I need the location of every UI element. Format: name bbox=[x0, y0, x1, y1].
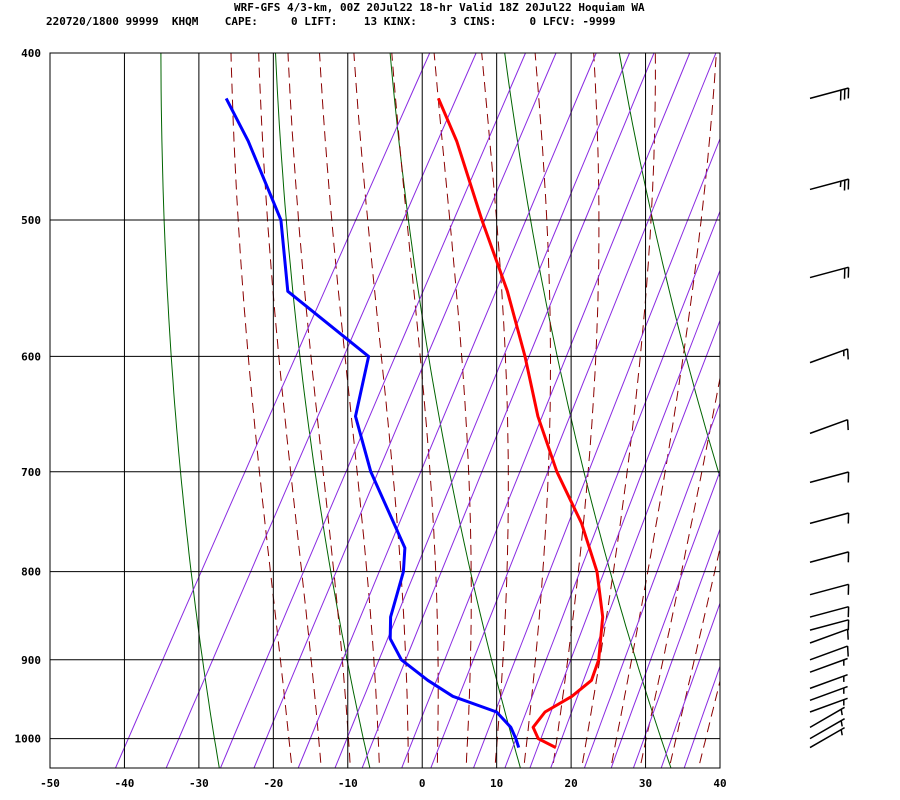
moist-adiabat-line bbox=[353, 53, 409, 768]
wind-barb bbox=[809, 657, 848, 673]
x-tick-label: -40 bbox=[115, 777, 135, 790]
moist-adiabat-line bbox=[318, 53, 380, 768]
y-tick-label: 800 bbox=[21, 566, 41, 579]
grid-lines bbox=[50, 53, 720, 768]
wind-barb bbox=[809, 706, 845, 728]
mixing-ratio-line bbox=[334, 53, 631, 768]
mixing-ratio-line bbox=[683, 664, 720, 768]
mixing-ratio-line bbox=[660, 601, 720, 768]
mixing-ratio-line bbox=[297, 53, 597, 768]
moist-adiabat-line bbox=[481, 53, 509, 768]
wind-barb bbox=[809, 471, 850, 484]
wind-barbs bbox=[809, 87, 850, 749]
sounding-traces bbox=[224, 97, 605, 749]
moist-adiabat-line bbox=[581, 53, 656, 768]
dry-adiabat-line bbox=[618, 53, 720, 479]
wind-barb bbox=[809, 551, 850, 563]
y-tick-labels: 400 500 600 700 800 900 1000 bbox=[15, 47, 42, 746]
x-tick-label: -10 bbox=[338, 777, 358, 790]
moist-adiabat-lines bbox=[230, 53, 720, 768]
wind-barb bbox=[809, 87, 850, 101]
wind-barb bbox=[809, 348, 849, 364]
mixing-ratio-line bbox=[472, 137, 720, 768]
y-tick-label: 700 bbox=[21, 466, 41, 479]
wind-barb bbox=[809, 605, 850, 618]
x-tick-labels: -50 -40 -30 -20 -10 0 10 20 30 40 bbox=[40, 777, 727, 790]
dry-adiabat-line bbox=[274, 53, 371, 768]
x-tick-label: 10 bbox=[490, 777, 503, 790]
moist-adiabat-line bbox=[610, 53, 717, 768]
wind-barb bbox=[809, 619, 850, 631]
wind-barb bbox=[809, 418, 849, 435]
dry-adiabat-line bbox=[160, 53, 220, 768]
moist-adiabat-line bbox=[552, 53, 600, 768]
wind-barb bbox=[809, 266, 850, 279]
wind-barb bbox=[809, 718, 845, 740]
mixing-ratio-line bbox=[219, 53, 527, 768]
temperature-trace bbox=[437, 97, 605, 749]
x-tick-label: -20 bbox=[263, 777, 283, 790]
wind-barb bbox=[809, 645, 849, 661]
mixing-ratio-line bbox=[253, 53, 557, 768]
wind-barb bbox=[809, 628, 849, 644]
mixing-ratio-lines bbox=[114, 53, 720, 768]
dry-adiabat-lines bbox=[160, 15, 900, 783]
mixing-ratio-line bbox=[504, 209, 720, 768]
moist-adiabat-line bbox=[668, 546, 720, 768]
mixing-ratio-line bbox=[361, 53, 655, 768]
y-tick-label: 600 bbox=[21, 350, 41, 363]
moist-adiabat-line bbox=[523, 53, 551, 768]
y-tick-label: 400 bbox=[21, 47, 41, 60]
dry-adiabat-line bbox=[726, 15, 900, 783]
wind-barb bbox=[809, 512, 850, 525]
mixing-ratio-line bbox=[114, 53, 431, 768]
x-tick-label: 30 bbox=[639, 777, 652, 790]
wind-barb bbox=[809, 178, 850, 191]
chart-header-line-1: WRF-GFS 4/3-km, 00Z 20Jul22 18-hr Valid … bbox=[234, 1, 645, 14]
dry-adiabat-line bbox=[389, 53, 521, 768]
moist-adiabat-line bbox=[230, 53, 293, 768]
y-tick-label: 900 bbox=[21, 654, 41, 667]
y-tick-label: 500 bbox=[21, 214, 41, 227]
mixing-ratio-line bbox=[401, 53, 691, 768]
mixing-ratio-line bbox=[632, 527, 720, 768]
wind-barb bbox=[809, 697, 848, 713]
mixing-ratio-line bbox=[165, 53, 477, 768]
dewpoint-trace bbox=[224, 97, 521, 749]
x-tick-label: -50 bbox=[40, 777, 60, 790]
moist-adiabat-line bbox=[391, 53, 439, 768]
wind-barb bbox=[809, 583, 850, 596]
moist-adiabat-line bbox=[639, 375, 720, 768]
mixing-ratio-line bbox=[529, 268, 720, 768]
chart-header-line-2: 220720/1800 99999 KHQM CAPE: 0 LIFT: 13 … bbox=[46, 15, 616, 28]
mixing-ratio-line bbox=[550, 319, 720, 768]
mixing-ratio-line bbox=[583, 401, 720, 768]
moist-adiabat-line bbox=[287, 53, 351, 768]
x-tick-label: 20 bbox=[564, 777, 577, 790]
moist-adiabat-line bbox=[433, 53, 472, 768]
y-tick-label: 1000 bbox=[15, 733, 42, 746]
wind-barb bbox=[809, 726, 845, 749]
x-tick-label: -30 bbox=[189, 777, 209, 790]
moist-adiabat-line bbox=[258, 53, 322, 768]
plot-frame bbox=[49, 52, 721, 769]
wind-barb bbox=[809, 685, 848, 701]
moist-adiabat-line bbox=[697, 679, 720, 768]
x-tick-label: 0 bbox=[419, 777, 426, 790]
dry-adiabat-line bbox=[839, 15, 900, 783]
mixing-ratio-line bbox=[430, 53, 717, 768]
dry-adiabat-line bbox=[504, 53, 672, 768]
mixing-ratio-line bbox=[610, 469, 720, 768]
x-tick-label: 40 bbox=[713, 777, 726, 790]
wind-barb bbox=[809, 673, 848, 690]
